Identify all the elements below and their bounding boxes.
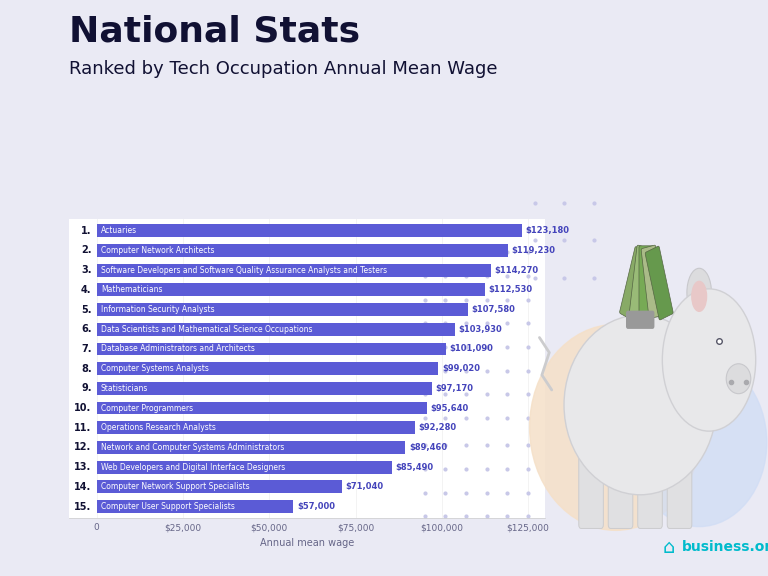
Text: Computer Network Architects: Computer Network Architects [101, 246, 214, 255]
Circle shape [662, 289, 756, 431]
Bar [97, 224, 521, 237]
Ellipse shape [692, 281, 707, 311]
Bar [97, 303, 468, 316]
Text: 6.: 6. [81, 324, 91, 334]
FancyBboxPatch shape [579, 446, 604, 529]
Text: $92,280: $92,280 [419, 423, 457, 432]
Text: $119,230: $119,230 [511, 246, 555, 255]
Text: 9.: 9. [81, 384, 91, 393]
Text: $71,040: $71,040 [346, 482, 383, 491]
FancyBboxPatch shape [608, 446, 633, 529]
FancyBboxPatch shape [629, 245, 651, 319]
FancyBboxPatch shape [627, 311, 654, 328]
Text: 5.: 5. [81, 305, 91, 314]
Ellipse shape [564, 315, 717, 495]
Text: $57,000: $57,000 [297, 502, 335, 511]
Text: $97,170: $97,170 [435, 384, 473, 393]
Text: Computer User Support Specialists: Computer User Support Specialists [101, 502, 235, 511]
Bar [97, 343, 445, 355]
Bar [97, 422, 415, 434]
Bar [97, 401, 427, 415]
Text: 1.: 1. [81, 226, 91, 236]
Text: $114,270: $114,270 [495, 266, 538, 275]
Bar [97, 441, 406, 454]
Text: $85,490: $85,490 [396, 463, 433, 472]
Text: Ranked by Tech Occupation Annual Mean Wage: Ranked by Tech Occupation Annual Mean Wa… [69, 60, 498, 78]
Bar [97, 283, 485, 296]
FancyBboxPatch shape [645, 246, 673, 320]
Bar [97, 323, 455, 336]
FancyBboxPatch shape [641, 245, 664, 319]
Text: 11.: 11. [74, 423, 91, 433]
Text: Actuaries: Actuaries [101, 226, 137, 235]
Text: $107,580: $107,580 [472, 305, 515, 314]
Text: ⌂: ⌂ [662, 538, 674, 556]
Text: Mathematicians: Mathematicians [101, 285, 162, 294]
Text: Computer Programmers: Computer Programmers [101, 404, 193, 412]
Text: 10.: 10. [74, 403, 91, 413]
FancyBboxPatch shape [637, 446, 662, 529]
X-axis label: Annual mean wage: Annual mean wage [260, 538, 354, 548]
Text: Computer Systems Analysts: Computer Systems Analysts [101, 364, 209, 373]
Text: Statisticians: Statisticians [101, 384, 148, 393]
Text: 3.: 3. [81, 265, 91, 275]
FancyBboxPatch shape [620, 247, 649, 320]
Text: 15.: 15. [74, 502, 91, 511]
Text: Web Developers and Digital Interface Designers: Web Developers and Digital Interface Des… [101, 463, 285, 472]
Text: 8.: 8. [81, 363, 91, 374]
FancyBboxPatch shape [667, 446, 692, 529]
Text: $101,090: $101,090 [449, 344, 493, 354]
Bar [97, 461, 392, 473]
Text: $89,460: $89,460 [409, 443, 447, 452]
Text: business.org: business.org [682, 540, 768, 554]
Text: $103,930: $103,930 [458, 325, 502, 334]
Text: 7.: 7. [81, 344, 91, 354]
Text: National Stats: National Stats [69, 14, 360, 48]
Text: $95,640: $95,640 [430, 404, 468, 412]
Text: Software Developers and Software Quality Assurance Analysts and Testers: Software Developers and Software Quality… [101, 266, 387, 275]
Text: 12.: 12. [74, 442, 91, 453]
Text: 13.: 13. [74, 462, 91, 472]
Ellipse shape [530, 324, 702, 530]
Ellipse shape [631, 358, 766, 526]
Text: $112,530: $112,530 [488, 285, 532, 294]
Bar [97, 264, 491, 276]
Ellipse shape [727, 364, 751, 394]
Bar [97, 480, 342, 493]
Text: 4.: 4. [81, 285, 91, 295]
Text: Network and Computer Systems Administrators: Network and Computer Systems Administrat… [101, 443, 284, 452]
Text: Operations Research Analysts: Operations Research Analysts [101, 423, 216, 432]
Text: $99,020: $99,020 [442, 364, 480, 373]
Text: Data Scientists and Mathematical Science Occupations: Data Scientists and Mathematical Science… [101, 325, 313, 334]
Bar [97, 244, 508, 257]
Bar [97, 362, 439, 375]
Bar [97, 500, 293, 513]
Text: 14.: 14. [74, 482, 91, 492]
Text: Computer Network Support Specialists: Computer Network Support Specialists [101, 482, 250, 491]
Text: $123,180: $123,180 [525, 226, 569, 235]
Text: Information Security Analysts: Information Security Analysts [101, 305, 214, 314]
Text: 2.: 2. [81, 245, 91, 255]
Bar [97, 382, 432, 395]
FancyBboxPatch shape [639, 246, 654, 317]
Ellipse shape [687, 268, 711, 317]
Text: Database Administrators and Architects: Database Administrators and Architects [101, 344, 255, 354]
